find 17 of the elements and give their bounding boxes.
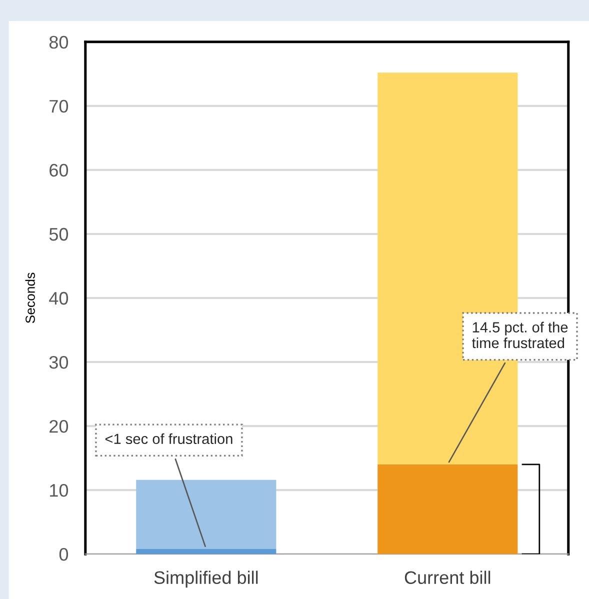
y-tick-label: 60: [50, 164, 68, 177]
annotation: 14.5 pct. of the time frustrated: [472, 322, 568, 348]
bar: [378, 464, 518, 554]
y-tick-label: 80: [49, 36, 68, 49]
x-tick-label: Current bill: [404, 570, 490, 584]
x-tick-label: Simplified bill: [154, 570, 258, 588]
y-tick-label: 40: [49, 292, 68, 305]
y-tick-label: 0: [59, 548, 68, 561]
y-tick-label: 10: [50, 484, 68, 497]
annotation: <1 sec of frustration: [105, 433, 232, 444]
bar: [136, 480, 276, 549]
y-axis-title: Seconds: [25, 272, 35, 324]
bar: [136, 548, 276, 554]
y-tick-label: 30: [49, 356, 68, 369]
y-tick-label: 50: [49, 228, 68, 241]
y-tick-label: 70: [50, 100, 68, 113]
y-tick-label: 20: [50, 420, 68, 433]
